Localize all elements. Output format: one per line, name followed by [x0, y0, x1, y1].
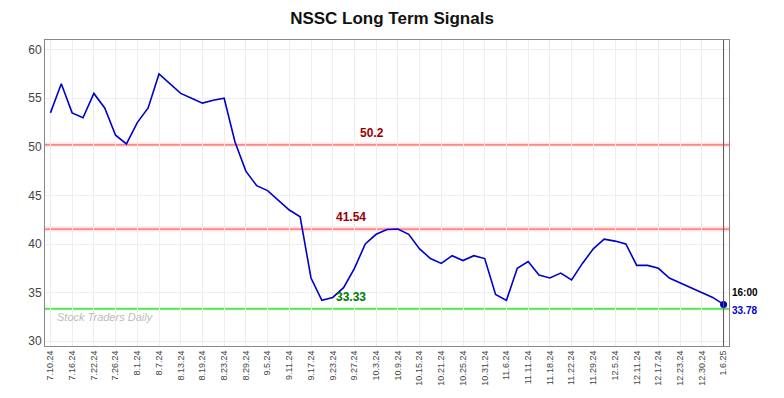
svg-text:8.7.24: 8.7.24	[154, 351, 164, 376]
svg-text:30: 30	[28, 334, 42, 348]
svg-text:Stock Traders Daily: Stock Traders Daily	[57, 311, 154, 323]
svg-text:12.30.24: 12.30.24	[697, 351, 707, 386]
svg-text:10.9.24: 10.9.24	[393, 351, 403, 381]
svg-text:8.29.24: 8.29.24	[241, 351, 251, 381]
svg-text:NSSC Long Term Signals: NSSC Long Term Signals	[290, 9, 494, 28]
svg-text:12.5.24: 12.5.24	[610, 351, 620, 381]
svg-text:11.18.24: 11.18.24	[545, 351, 555, 385]
svg-text:40: 40	[28, 237, 42, 251]
svg-text:50: 50	[28, 140, 42, 154]
svg-text:7.22.24: 7.22.24	[89, 351, 99, 381]
svg-text:8.19.24: 8.19.24	[197, 351, 207, 381]
svg-text:8.13.24: 8.13.24	[176, 351, 186, 381]
svg-text:41.54: 41.54	[336, 210, 366, 224]
svg-text:11.11.24: 11.11.24	[523, 351, 533, 385]
svg-text:1.6.25: 1.6.25	[718, 351, 728, 376]
svg-text:35: 35	[28, 286, 42, 300]
svg-text:12.23.24: 12.23.24	[675, 351, 685, 386]
svg-text:9.17.24: 9.17.24	[306, 351, 316, 381]
svg-text:10.31.24: 10.31.24	[480, 351, 490, 386]
svg-text:55: 55	[28, 91, 42, 105]
svg-text:8.1.24: 8.1.24	[132, 351, 142, 376]
svg-text:9.27.24: 9.27.24	[349, 351, 359, 381]
svg-text:10.15.24: 10.15.24	[414, 351, 424, 386]
svg-text:12.11.24: 12.11.24	[632, 351, 642, 385]
svg-text:60: 60	[28, 43, 42, 57]
svg-text:33.33: 33.33	[336, 290, 366, 304]
svg-text:12.17.24: 12.17.24	[653, 351, 663, 386]
svg-text:9.5.24: 9.5.24	[262, 351, 272, 376]
svg-text:8.23.24: 8.23.24	[219, 351, 229, 381]
svg-text:10.25.24: 10.25.24	[458, 351, 468, 386]
svg-text:16:00: 16:00	[732, 287, 758, 298]
svg-text:7.16.24: 7.16.24	[67, 351, 77, 381]
svg-text:10.21.24: 10.21.24	[436, 351, 446, 386]
svg-text:11.6.24: 11.6.24	[501, 351, 511, 380]
svg-text:9.11.24: 9.11.24	[284, 351, 294, 380]
svg-text:9.23.24: 9.23.24	[328, 351, 338, 381]
svg-text:7.26.24: 7.26.24	[110, 351, 120, 381]
svg-text:11.29.24: 11.29.24	[588, 351, 598, 385]
svg-text:11.22.24: 11.22.24	[566, 351, 576, 385]
svg-text:10.3.24: 10.3.24	[371, 351, 381, 381]
svg-text:7.10.24: 7.10.24	[45, 351, 55, 381]
svg-text:50.2: 50.2	[360, 126, 384, 140]
svg-text:45: 45	[28, 189, 42, 203]
svg-text:33.78: 33.78	[732, 305, 757, 316]
